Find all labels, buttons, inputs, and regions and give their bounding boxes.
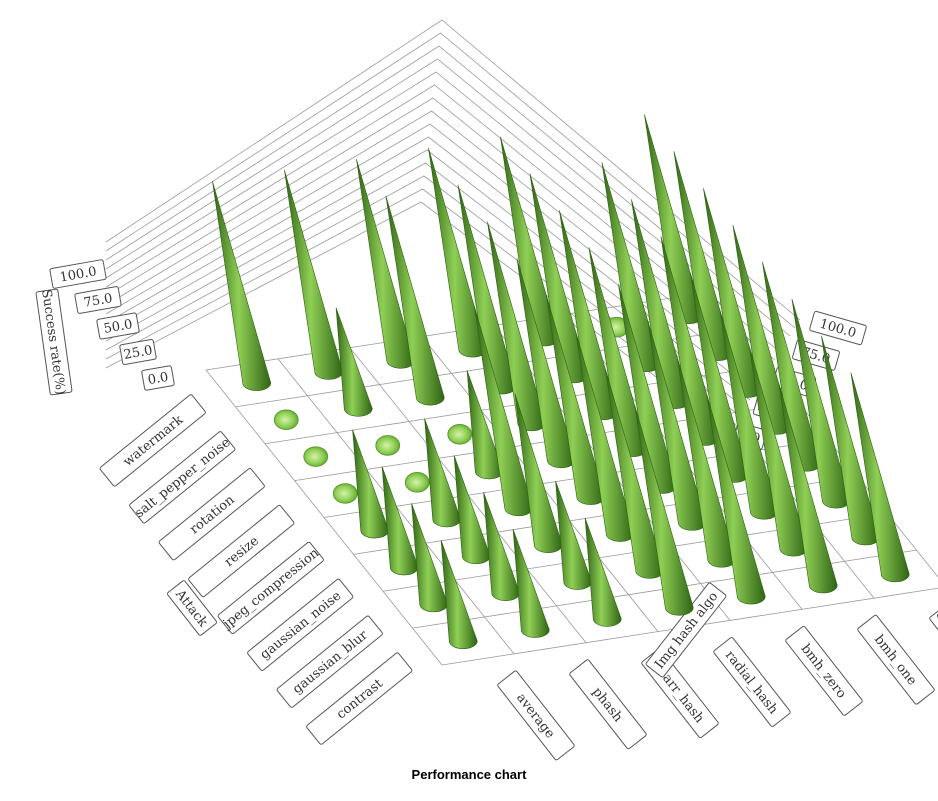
cone-salt_pepper_noise-phash	[335, 307, 373, 417]
z-tick-left-1: 25.0	[119, 339, 157, 365]
cone-contrast-average	[440, 540, 478, 649]
cone-salt_pepper_noise-average	[273, 409, 299, 431]
cone-contrast-radial_hash	[634, 405, 694, 616]
svg-text:50.0: 50.0	[103, 317, 134, 337]
wall-grid-line	[105, 201, 731, 433]
z-tick-left-4: 100.0	[49, 259, 107, 289]
svg-text:100.0: 100.0	[59, 264, 98, 285]
z-tick-left-3: 75.0	[74, 286, 122, 314]
svg-text:watermark: watermark	[121, 413, 187, 470]
z-axis-title: Success rate(%)	[35, 288, 73, 396]
svg-text:75.0: 75.0	[83, 291, 114, 311]
cone-watermark-phash	[284, 170, 344, 380]
svg-text:radial_hash: radial_hash	[722, 648, 781, 718]
cone-contrast-marr_hash	[584, 517, 622, 627]
algo-label-average: average	[497, 670, 575, 761]
cone-contrast-bmh_zero	[706, 394, 766, 605]
floor-grid-line	[205, 369, 443, 666]
cone-rotation-marr_hash	[447, 424, 473, 445]
cone-resize-phash	[404, 472, 430, 493]
cone-gaussian_blur-marr_hash	[555, 480, 593, 590]
cone-resize-marr_hash	[466, 370, 504, 480]
cone-contrast-phash	[512, 528, 550, 638]
cone-gaussian_blur-bmh_zero	[677, 357, 737, 568]
cone-watermark-average	[212, 181, 272, 391]
cone-watermark-marr_hash	[356, 158, 416, 369]
svg-text:0.0: 0.0	[147, 370, 170, 388]
wall-grid-line	[105, 84, 776, 361]
cone-contrast-color_moment	[850, 372, 910, 583]
z-tick-left-2: 50.0	[96, 312, 140, 340]
cone-jpeg_compression-marr_hash	[474, 306, 534, 517]
algo-label-bmh_zero: bmh_zero	[785, 625, 863, 716]
wall-grid-line	[105, 136, 756, 393]
chart-title: Performance chart	[411, 767, 527, 782]
algo-label-phash: phash	[569, 659, 647, 750]
cone-rotation-phash	[375, 435, 401, 456]
z-tick-right-4: 100.0	[809, 310, 867, 346]
cone-resize-average	[332, 483, 358, 504]
cone-gaussian_blur-average	[411, 503, 449, 613]
cone-series	[212, 114, 910, 649]
wall-grid-line	[105, 19, 801, 321]
cone-contrast-bmh_one	[778, 383, 838, 594]
algo-label-radial_hash: radial_hash	[713, 637, 791, 727]
algo-label-color_moment: color_moment	[929, 603, 938, 694]
wall-grid-line	[105, 97, 771, 369]
svg-text:25.0: 25.0	[123, 343, 154, 363]
algo-label-bmh_one: bmh_one	[857, 614, 935, 705]
cone-watermark-radial_hash	[428, 147, 488, 358]
cone-salt_pepper_noise-marr_hash	[385, 195, 445, 406]
cone-rotation-average	[303, 446, 329, 467]
z-tick-left-0: 0.0	[141, 365, 175, 391]
